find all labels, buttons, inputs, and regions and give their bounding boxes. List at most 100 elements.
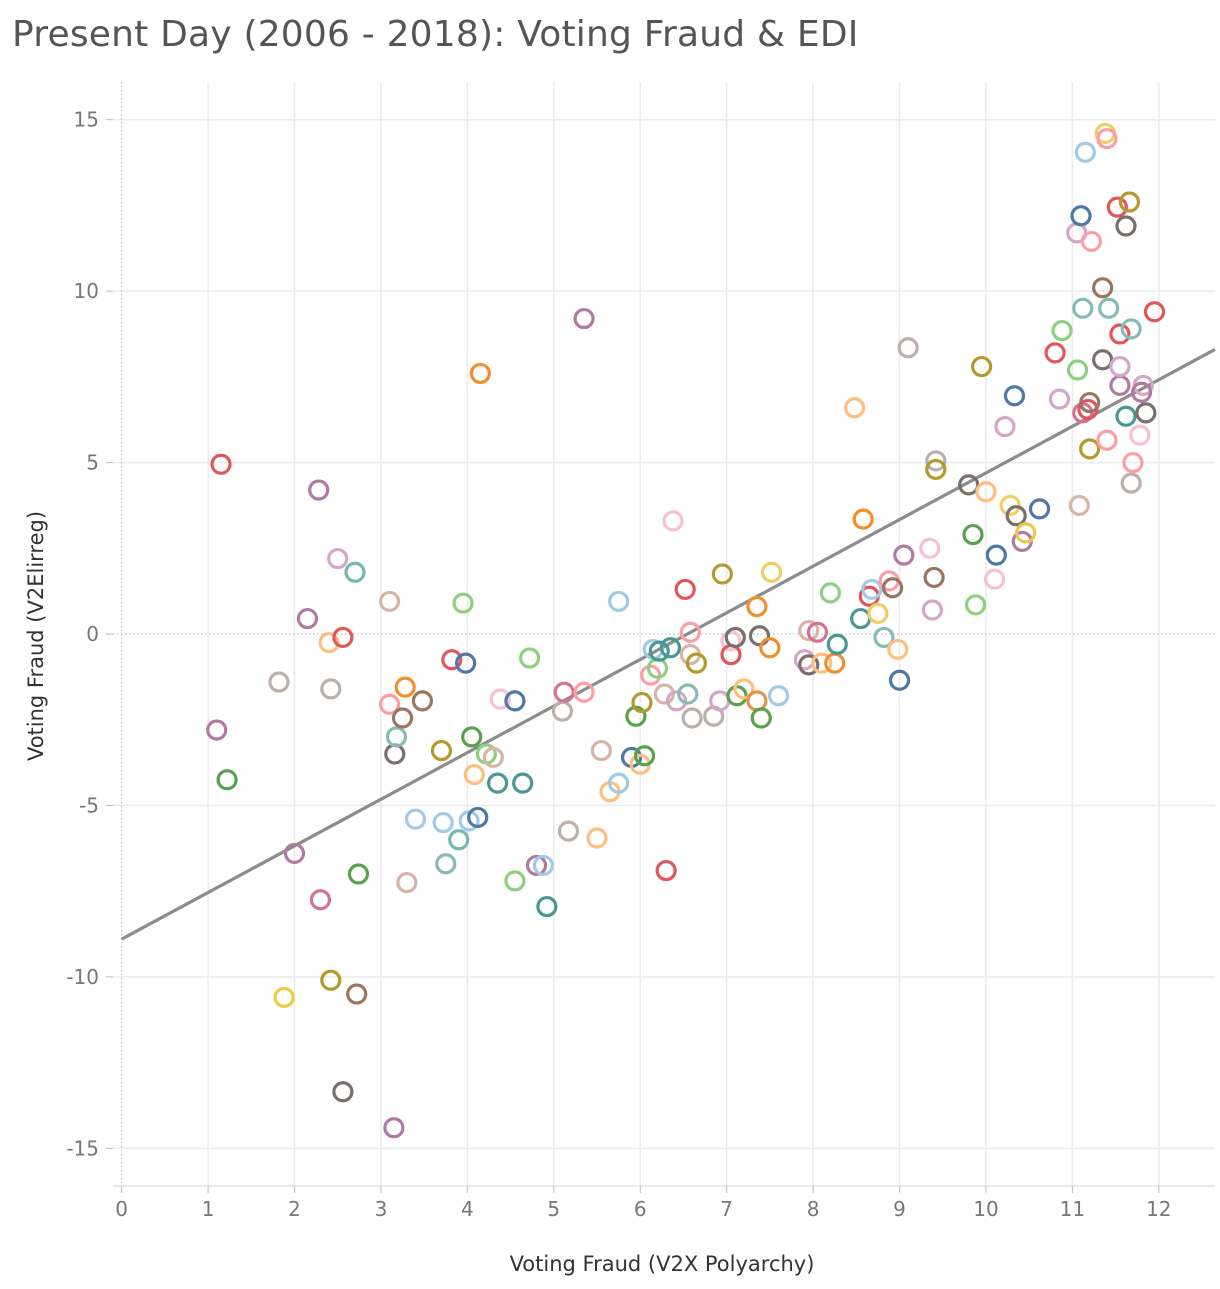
data-point[interactable] — [1048, 388, 1071, 410]
data-point[interactable] — [985, 544, 1007, 566]
data-point[interactable] — [733, 678, 755, 700]
data-point[interactable] — [887, 638, 909, 661]
data-point[interactable] — [1003, 385, 1026, 407]
data-point[interactable] — [467, 806, 489, 829]
data-point[interactable] — [999, 494, 1021, 517]
data-point[interactable] — [861, 578, 883, 601]
data-point[interactable] — [1115, 405, 1137, 427]
data-point[interactable] — [724, 626, 746, 649]
data-point[interactable] — [1129, 424, 1151, 446]
data-point[interactable] — [873, 626, 895, 649]
data-point[interactable] — [504, 690, 526, 712]
data-point[interactable] — [633, 745, 656, 767]
data-point[interactable] — [681, 707, 703, 729]
data-point[interactable] — [748, 625, 771, 647]
data-point[interactable] — [746, 690, 768, 712]
data-point[interactable] — [308, 479, 330, 501]
data-point[interactable] — [962, 523, 984, 546]
data-point[interactable] — [551, 700, 574, 722]
data-point[interactable] — [1044, 342, 1066, 364]
data-point[interactable] — [677, 683, 699, 705]
data-point[interactable] — [759, 637, 781, 659]
data-point[interactable] — [640, 664, 662, 686]
data-point[interactable] — [1015, 522, 1037, 544]
data-point[interactable] — [391, 707, 414, 729]
data-point[interactable] — [1096, 429, 1118, 451]
data-point[interactable] — [746, 595, 768, 618]
data-point[interactable] — [1115, 215, 1137, 237]
data-point[interactable] — [573, 681, 595, 703]
data-point[interactable] — [383, 1117, 405, 1139]
data-point[interactable] — [1070, 205, 1092, 227]
data-point[interactable] — [489, 688, 511, 710]
data-point[interactable] — [1005, 505, 1027, 527]
data-point[interactable] — [882, 577, 904, 599]
data-point[interactable] — [662, 510, 684, 532]
data-point[interactable] — [893, 544, 915, 566]
data-point[interactable] — [332, 1081, 354, 1103]
data-point[interactable] — [793, 649, 816, 671]
data-point[interactable] — [852, 508, 874, 530]
data-point[interactable] — [504, 870, 526, 892]
data-point[interactable] — [726, 685, 748, 707]
data-point[interactable] — [608, 590, 630, 613]
data-point[interactable] — [867, 602, 889, 625]
data-point[interactable] — [1079, 438, 1101, 460]
data-point[interactable] — [332, 626, 354, 649]
data-point[interactable] — [665, 690, 688, 712]
data-point[interactable] — [404, 808, 427, 830]
data-point[interactable] — [1109, 355, 1131, 378]
data-point[interactable] — [767, 685, 790, 707]
data-point[interactable] — [1109, 323, 1131, 345]
data-point[interactable] — [761, 561, 783, 583]
data-point[interactable] — [1106, 196, 1128, 218]
data-point[interactable] — [327, 547, 349, 570]
data-point[interactable] — [586, 827, 608, 849]
data-point[interactable] — [452, 592, 474, 614]
data-point[interactable] — [655, 859, 677, 882]
data-point[interactable] — [1135, 402, 1157, 424]
data-point[interactable] — [210, 453, 232, 475]
data-point[interactable] — [648, 640, 670, 662]
data-point[interactable] — [608, 772, 630, 794]
data-point[interactable] — [384, 743, 406, 765]
data-point[interactable] — [1072, 297, 1094, 319]
data-point[interactable] — [273, 986, 295, 1009]
data-point[interactable] — [378, 590, 401, 613]
data-point[interactable] — [487, 772, 509, 794]
data-point[interactable] — [1096, 127, 1118, 150]
data-point[interactable] — [897, 337, 919, 359]
data-point[interactable] — [921, 599, 943, 621]
data-point[interactable] — [518, 647, 541, 669]
data-point[interactable] — [826, 633, 848, 655]
data-point[interactable] — [923, 566, 945, 589]
data-point[interactable] — [850, 607, 872, 630]
data-point[interactable] — [1051, 319, 1073, 342]
data-point[interactable] — [1118, 191, 1141, 213]
data-point[interactable] — [432, 811, 454, 834]
data-point[interactable] — [975, 481, 997, 503]
data-point[interactable] — [1143, 301, 1166, 323]
data-point[interactable] — [318, 631, 340, 654]
data-point[interactable] — [798, 654, 820, 676]
data-point[interactable] — [344, 561, 366, 583]
data-point[interactable] — [525, 854, 548, 877]
data-point[interactable] — [711, 563, 733, 585]
data-point[interactable] — [411, 690, 434, 712]
data-point[interactable] — [430, 739, 453, 762]
data-point[interactable] — [378, 693, 401, 715]
data-point[interactable] — [536, 895, 558, 918]
data-point[interactable] — [983, 568, 1006, 590]
data-point[interactable] — [925, 450, 947, 472]
data-point[interactable] — [455, 652, 477, 674]
data-point[interactable] — [1068, 494, 1090, 517]
data-point[interactable] — [557, 820, 580, 842]
data-point[interactable] — [590, 739, 612, 762]
data-point[interactable] — [925, 458, 947, 481]
data-point[interactable] — [659, 637, 682, 659]
data-point[interactable] — [320, 678, 342, 700]
data-point[interactable] — [798, 619, 820, 642]
data-point[interactable] — [469, 362, 491, 385]
data-point[interactable] — [750, 707, 772, 729]
data-point[interactable] — [309, 889, 332, 911]
